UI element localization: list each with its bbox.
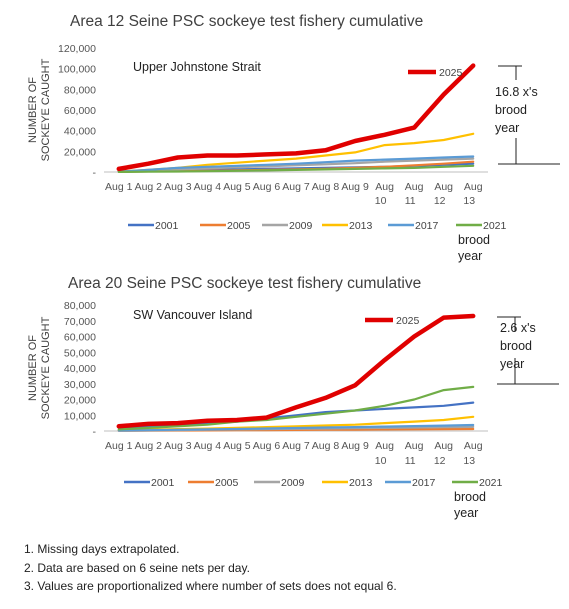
legend-label-2025: 2025 (439, 67, 463, 79)
legend-label-2017: 2017 (415, 220, 439, 232)
y-axis-label: NUMBER OFSOCKEYE CAUGHT (27, 58, 52, 161)
series-line-2021 (117, 385, 475, 431)
y-tick-label: 80,000 (64, 300, 96, 312)
chart-title: Area 12 Seine PSC sockeye test fishery c… (70, 13, 423, 30)
x-tick-label: Aug (434, 440, 453, 452)
x-tick-label-day: 10 (375, 455, 387, 467)
x-tick-label: Aug (464, 181, 483, 193)
y-tick-label: - (93, 167, 97, 179)
x-tick-label: Aug (375, 440, 394, 452)
legend-label-2001: 2001 (151, 477, 175, 489)
x-tick-label: Aug 5 (223, 181, 251, 193)
legend-label-2005: 2005 (227, 220, 251, 232)
x-tick-label: Aug (405, 181, 424, 193)
legend-label-2021: 2021 (483, 220, 507, 232)
x-tick-label-day: 13 (463, 455, 475, 467)
y-tick-label: 40,000 (64, 363, 96, 375)
legend-label-2009: 2009 (289, 220, 313, 232)
y-tick-label: 100,000 (58, 64, 96, 76)
legend-label-2009: 2009 (281, 477, 305, 489)
x-tick-label: Aug 7 (282, 181, 310, 193)
legend-label-2001: 2001 (155, 220, 179, 232)
y-tick-label: 70,000 (64, 316, 96, 328)
series-line-2025 (116, 63, 476, 172)
x-tick-label: Aug (464, 440, 483, 452)
legend-label-2025: 2025 (396, 315, 420, 327)
x-tick-label: Aug 6 (253, 181, 281, 193)
annotation-line: year (500, 357, 524, 371)
chart-1: Area 12 Seine PSC sockeye test fishery c… (27, 13, 560, 263)
footnotes: 1. Missing days extrapolated. 2. Data ar… (24, 540, 397, 596)
y-tick-label: 30,000 (64, 379, 96, 391)
y-axis-label: NUMBER OFSOCKEYE CAUGHT (27, 316, 52, 419)
y-tick-label: 120,000 (58, 43, 96, 55)
annotation-line: brood (495, 103, 527, 117)
x-tick-label: Aug 1 (105, 440, 133, 452)
x-tick-label: Aug 7 (282, 440, 310, 452)
legend-label-2013: 2013 (349, 220, 373, 232)
y-tick-label: 50,000 (64, 347, 96, 359)
x-tick-label: Aug 3 (164, 181, 192, 193)
series-line-2017 (117, 155, 475, 173)
x-tick-label: Aug 9 (341, 440, 369, 452)
x-tick-label: Aug 5 (223, 440, 251, 452)
x-tick-label: Aug 2 (135, 181, 163, 193)
legend-label-2013: 2013 (349, 477, 373, 489)
series-line-2009 (117, 157, 475, 173)
chart-2: Area 20 Seine PSC sockeye test fishery c… (27, 275, 559, 520)
y-tick-label: 40,000 (64, 126, 96, 138)
y-tick-label: 60,000 (64, 332, 96, 344)
x-tick-label-day: 11 (405, 195, 416, 207)
series-line-2025 (116, 313, 476, 429)
annotation-line: 2.6 x's (500, 321, 536, 335)
legend-label-2005: 2005 (215, 477, 239, 489)
y-tick-label: 60,000 (64, 105, 96, 117)
x-tick-label-day: 12 (434, 195, 446, 207)
x-tick-label-day: 12 (434, 455, 446, 467)
footnote-1: 1. Missing days extrapolated. (24, 542, 180, 556)
legend-brood-label: brood (458, 233, 490, 247)
y-tick-label: 80,000 (64, 84, 96, 96)
y-tick-label: - (93, 426, 97, 438)
x-tick-label: Aug 9 (341, 181, 369, 193)
y-axis-label-line: SOCKEYE CAUGHT (40, 316, 52, 419)
legend-year-label: year (454, 506, 478, 520)
region-label: Upper Johnstone Strait (133, 60, 261, 74)
x-tick-label: Aug 2 (135, 440, 163, 452)
legend-label-2017: 2017 (412, 477, 436, 489)
x-tick-label: Aug (434, 181, 453, 193)
x-tick-label: Aug 3 (164, 440, 192, 452)
legend-brood-label: brood (454, 490, 486, 504)
x-tick-label-day: 10 (375, 195, 387, 207)
x-tick-label: Aug 6 (253, 440, 281, 452)
footnote-2: 2. Data are based on 6 seine nets per da… (24, 560, 250, 575)
x-tick-label: Aug 8 (312, 181, 340, 193)
x-tick-label: Aug (375, 181, 394, 193)
x-tick-label: Aug 8 (312, 440, 340, 452)
series-line-2021 (117, 164, 475, 173)
y-axis-label-line: SOCKEYE CAUGHT (40, 58, 52, 161)
footnote-3: 3. Values are proportionalized where num… (24, 579, 397, 593)
legend-year-label: year (458, 249, 482, 263)
y-tick-label: 10,000 (64, 410, 96, 422)
y-tick-label: 20,000 (64, 146, 96, 158)
x-tick-label-day: 11 (405, 455, 416, 467)
region-label: SW Vancouver Island (133, 308, 252, 322)
x-tick-label: Aug (405, 440, 424, 452)
annotation-line: 16.8 x's (495, 85, 538, 99)
annotation-line: year (495, 121, 519, 135)
y-axis-label-line: NUMBER OF (27, 335, 39, 401)
chart-title: Area 20 Seine PSC sockeye test fishery c… (68, 275, 421, 292)
x-tick-label: Aug 4 (194, 440, 222, 452)
y-tick-label: 20,000 (64, 395, 96, 407)
x-tick-label: Aug 4 (194, 181, 222, 193)
legend-label-2021: 2021 (479, 477, 503, 489)
annotation-line: brood (500, 339, 532, 353)
series-line-2017 (117, 423, 475, 432)
y-axis-label-line: NUMBER OF (27, 77, 39, 143)
x-tick-label: Aug 1 (105, 181, 133, 193)
x-tick-label-day: 13 (463, 195, 475, 207)
